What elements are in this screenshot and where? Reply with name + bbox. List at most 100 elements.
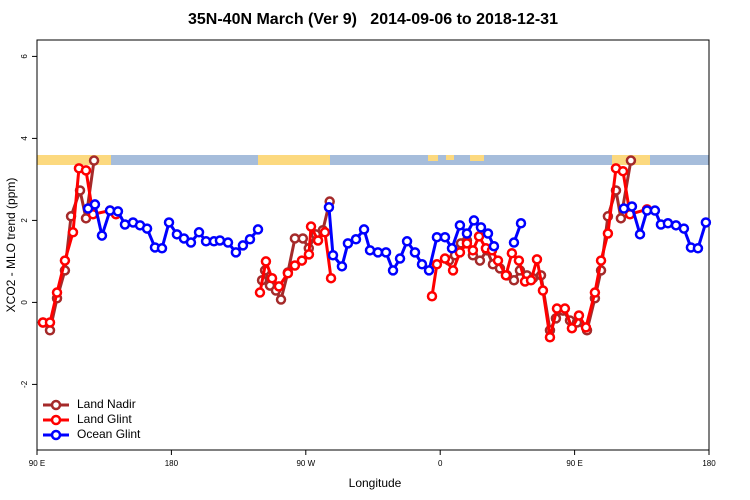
- data-point: [618, 203, 630, 214]
- data-point: [380, 247, 392, 258]
- data-point: [625, 155, 637, 166]
- data-point: [266, 272, 278, 284]
- data-point: [626, 201, 638, 212]
- data-point: [589, 287, 601, 298]
- y-tick-label: 0: [20, 300, 29, 305]
- data-point: [96, 230, 108, 241]
- data-point: [531, 254, 543, 265]
- data-point: [573, 310, 585, 321]
- data-point: [508, 275, 520, 286]
- data-point: [500, 270, 512, 281]
- data-point: [454, 247, 466, 258]
- data-point: [439, 231, 451, 243]
- data-point: [662, 218, 674, 229]
- data-point: [678, 223, 690, 234]
- data-point: [454, 220, 466, 231]
- data-point: [602, 228, 614, 239]
- y-tick-label: 6: [20, 54, 29, 59]
- data-point: [312, 235, 324, 246]
- data-point: [44, 317, 56, 328]
- legend-label: Ocean Glint: [77, 427, 141, 441]
- series-line: [41, 160, 633, 332]
- data-point: [273, 281, 285, 292]
- x-tick-label: 90 E: [29, 459, 45, 468]
- data-point: [473, 231, 485, 242]
- land-band: [470, 155, 484, 161]
- data-point: [372, 247, 384, 258]
- data-point: [163, 217, 175, 228]
- legend-label: Land Nadir: [77, 397, 136, 411]
- legend-marker: [50, 414, 62, 426]
- data-point: [401, 236, 413, 247]
- data-point: [244, 234, 256, 245]
- data-point: [214, 235, 226, 246]
- data-point: [580, 322, 592, 333]
- data-point: [475, 222, 487, 233]
- data-point: [327, 250, 339, 261]
- data-point: [350, 234, 362, 245]
- data-point: [319, 227, 331, 238]
- data-point: [615, 213, 627, 224]
- series-line: [87, 202, 708, 272]
- x-tick-label: 0: [438, 459, 443, 468]
- data-point: [342, 238, 354, 249]
- data-point: [289, 260, 301, 271]
- data-point: [423, 265, 435, 276]
- data-point: [409, 247, 421, 258]
- y-axis-label: XCO2 - MLO trend (ppm): [4, 178, 18, 313]
- data-point: [515, 218, 527, 229]
- data-point: [506, 247, 518, 259]
- x-axis-label: Longitude: [349, 476, 402, 490]
- data-point: [193, 227, 205, 238]
- data-point: [426, 291, 438, 302]
- data-point: [67, 227, 79, 238]
- data-point: [88, 155, 100, 166]
- data-point: [566, 322, 578, 334]
- data-point: [230, 247, 242, 258]
- data-point: [559, 303, 571, 314]
- data-point: [80, 165, 92, 176]
- data-point: [323, 202, 335, 213]
- data-point: [525, 275, 537, 286]
- data-point: [595, 255, 607, 266]
- data-point: [237, 240, 249, 251]
- data-point: [447, 265, 459, 276]
- data-point: [416, 259, 428, 270]
- data-point: [431, 231, 443, 243]
- land-band: [37, 155, 111, 165]
- data-point: [492, 255, 504, 266]
- data-point: [119, 219, 131, 230]
- data-point: [461, 228, 473, 239]
- data-point: [467, 245, 479, 256]
- data-point: [336, 261, 348, 272]
- data-point: [488, 240, 500, 252]
- data-point: [141, 223, 153, 234]
- data-point: [634, 229, 646, 240]
- data-point: [252, 224, 264, 235]
- legend-marker: [50, 429, 62, 441]
- legend-marker: [50, 399, 62, 411]
- data-point: [275, 294, 287, 305]
- data-point: [700, 217, 712, 228]
- x-tick-label: 90 E: [566, 459, 582, 468]
- data-point: [394, 253, 406, 264]
- data-point: [387, 265, 399, 276]
- data-point: [537, 285, 549, 296]
- data-point: [51, 287, 63, 298]
- data-point: [692, 243, 704, 254]
- data-point: [649, 205, 661, 216]
- x-tick-label: 180: [165, 459, 179, 468]
- y-tick-label: 2: [20, 218, 29, 223]
- data-point: [513, 255, 525, 266]
- data-point: [282, 268, 294, 279]
- data-point: [297, 233, 309, 244]
- data-point: [260, 256, 272, 267]
- data-point: [59, 255, 71, 266]
- data-point: [156, 243, 168, 254]
- data-point: [185, 237, 197, 248]
- data-point: [482, 228, 494, 239]
- x-tick-label: 90 W: [296, 459, 315, 468]
- data-point: [439, 253, 451, 264]
- data-point: [296, 255, 308, 266]
